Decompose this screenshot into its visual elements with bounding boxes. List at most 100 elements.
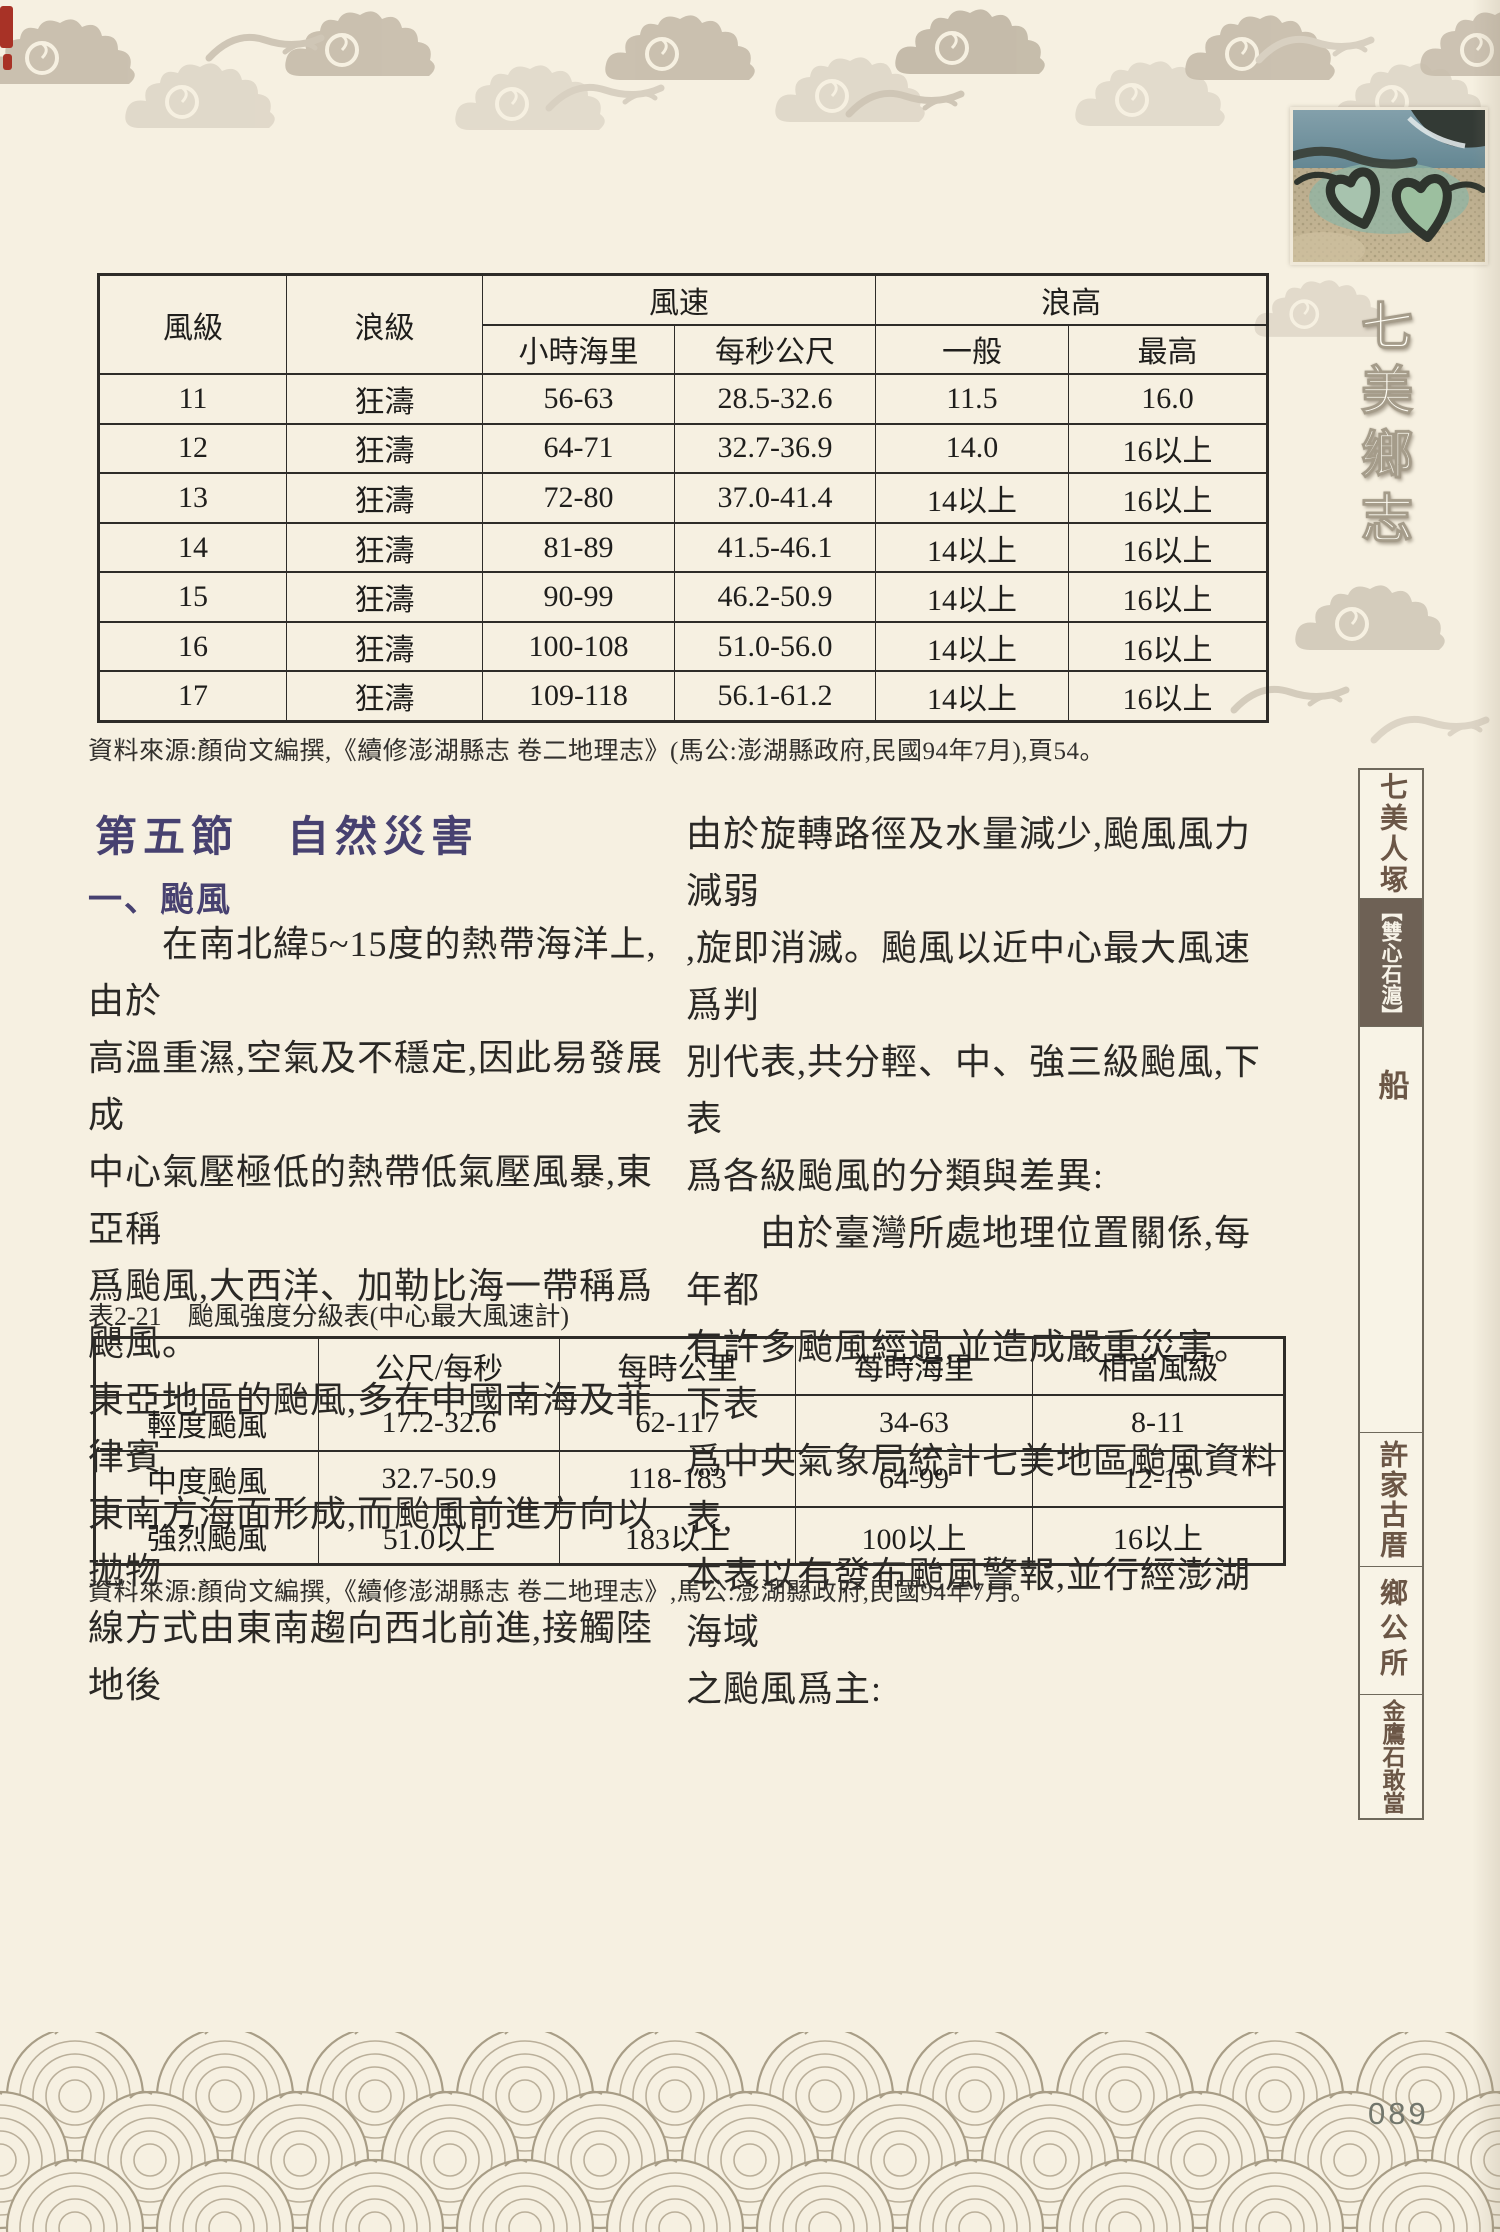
- cell: 14以上: [875, 521, 1069, 574]
- cell: 16以上: [1068, 521, 1268, 574]
- cloud-ornament-band: [0, 7, 1500, 132]
- book-title-char: 美: [1360, 361, 1413, 422]
- cell: 15: [98, 571, 287, 623]
- text-line: 爲各級颱風的分類與差異:: [686, 1156, 1105, 1196]
- cell: 16以上: [1032, 1506, 1285, 1566]
- page-number: 089: [1368, 2096, 1429, 2131]
- cell: 90-99: [482, 571, 675, 623]
- wave-ornament-band: [0, 2032, 1500, 2232]
- cell: 16以上: [1068, 422, 1268, 475]
- table-row: 輕度颱風 17.2-32.6 62-117 34-63 8-11: [94, 1393, 1285, 1452]
- cloud-motif: [1230, 583, 1500, 770]
- chapter-thumb-index: 七美人塚 【雙心石滬】 船 許家古厝 鄉公所 金鷹石敢當: [1358, 768, 1424, 1820]
- text-line: 高溫重濕,空氣及不穩定,因此易發展成: [88, 1038, 664, 1135]
- col-header-blank: [94, 1336, 319, 1396]
- cell: 狂濤: [286, 620, 483, 673]
- cell: 32.7-36.9: [674, 422, 876, 475]
- thumb-index-label: 七美人塚: [1376, 772, 1407, 896]
- text-line: 線方式由東南趨向西北前進,接觸陸地後: [88, 1608, 654, 1705]
- cell: 64-99: [795, 1449, 1033, 1509]
- cell: 56.1-61.2: [674, 670, 876, 723]
- book-title-char: 志: [1360, 489, 1413, 550]
- cell: 11.5: [875, 373, 1069, 425]
- cell: 狂濤: [286, 670, 483, 723]
- thumb-index-label: 許家古厝: [1376, 1439, 1407, 1560]
- table-row: 16 狂濤 100-108 51.0-56.0 14以上 16以上: [98, 620, 1268, 673]
- cell: 16: [98, 620, 287, 673]
- cell: 中度颱風: [94, 1449, 319, 1509]
- book-title-char: 鄉: [1360, 425, 1413, 486]
- cell: 狂濤: [286, 571, 483, 623]
- sub-header-max: 最高: [1068, 323, 1268, 376]
- cell: 64-71: [482, 422, 675, 475]
- cell: 46.2-50.9: [674, 571, 876, 623]
- cell: 14以上: [875, 670, 1069, 723]
- thumb-index-boat: 船: [1360, 1026, 1422, 1432]
- cell: 37.0-41.4: [674, 472, 876, 524]
- cell: 51.0-56.0: [674, 620, 876, 673]
- thumb-index-label: 船: [1373, 1069, 1409, 1100]
- cell: 強烈颱風: [94, 1506, 319, 1566]
- cell: 16以上: [1068, 670, 1268, 723]
- cell: 17.2-32.6: [318, 1393, 560, 1452]
- cell: 41.5-46.1: [674, 521, 876, 574]
- cell: 62-117: [559, 1393, 796, 1452]
- sub-header-knots: 小時海里: [482, 323, 675, 376]
- group-header-wind-speed: 風速: [482, 273, 876, 326]
- thumb-index-twin-hearts-weir-active: 【雙心石滬】: [1360, 898, 1422, 1026]
- col-header-beaufort: 相當風級: [1032, 1336, 1285, 1396]
- section-heading: 第五節 自然災害: [95, 813, 480, 860]
- cell: 32.7-50.9: [318, 1449, 560, 1509]
- cell: 輕度颱風: [94, 1393, 319, 1452]
- cell: 11: [98, 373, 287, 425]
- col-header-kmh: 每時公里: [559, 1336, 796, 1396]
- thumb-index-label: 金鷹石敢當: [1379, 1699, 1404, 1814]
- text-line: 之颱風爲主:: [686, 1669, 883, 1709]
- col-header-mps: 公尺/每秒: [318, 1336, 560, 1396]
- book-title-char: 七: [1360, 297, 1413, 358]
- cell: 14以上: [875, 620, 1069, 673]
- group-header-wave-height: 浪高: [875, 273, 1268, 326]
- thumb-index-qimei-tomb: 七美人塚: [1360, 770, 1422, 898]
- cell: 81-89: [482, 521, 675, 574]
- cell: 12: [98, 422, 287, 475]
- table-row: 17 狂濤 109-118 56.1-61.2 14以上 16以上: [98, 670, 1268, 723]
- cell: 狂濤: [286, 521, 483, 574]
- wind-wave-scale-table: 風級 浪級 風速 浪高 小時海里 每秒公尺 一般 最高 11 狂濤 56-63 28.…: [97, 273, 1269, 723]
- table-row: 15 狂濤 90-99 46.2-50.9 14以上 16以上: [98, 571, 1268, 623]
- red-ink-mark: [3, 54, 12, 70]
- cell: 14: [98, 521, 287, 574]
- thumb-index-golden-eagle-stone: 金鷹石敢當: [1360, 1694, 1422, 1818]
- cell: 13: [98, 472, 287, 524]
- cell: 狂濤: [286, 472, 483, 524]
- twin-hearts-stone-weir-photo: [1290, 107, 1488, 265]
- sub-header-normal: 一般: [875, 323, 1069, 376]
- text-line: ,旋即消滅。颱風以近中心最大風速爲判: [686, 928, 1252, 1025]
- thumb-index-label: 鄉公所: [1376, 1578, 1407, 1683]
- cell: 16以上: [1068, 472, 1268, 524]
- heart-shape-right: [1391, 174, 1452, 243]
- cell: 28.5-32.6: [674, 373, 876, 425]
- table-row: 14 狂濤 81-89 41.5-46.1 14以上 16以上: [98, 521, 1268, 574]
- book-title-calligraphy: 七 美 鄉 志: [1348, 297, 1426, 550]
- cell: 狂濤: [286, 373, 483, 425]
- text-line: 別代表,共分輕、中、強三級颱風,下表: [686, 1042, 1262, 1139]
- page-edge-shading: [1472, 0, 1500, 2232]
- subsection-heading: 一、颱風: [88, 881, 232, 919]
- cell: 56-63: [482, 373, 675, 425]
- typhoon-intensity-table: 公尺/每秒 每時公里 每時海里 相當風級 輕度颱風 17.2-32.6 62-117…: [93, 1336, 1286, 1566]
- red-ink-mark: [0, 6, 13, 48]
- cell: 8-11: [1032, 1393, 1285, 1452]
- cell: 16以上: [1068, 571, 1268, 623]
- col-header-wave-level: 浪級: [286, 273, 483, 376]
- cell: 16以上: [1068, 620, 1268, 673]
- text-line: 由於旋轉路徑及水量減少,颱風風力減弱: [686, 814, 1252, 911]
- cell: 14以上: [875, 571, 1069, 623]
- cell: 100-108: [482, 620, 675, 673]
- text-line: 由於臺灣所處地理位置關係,每年都: [686, 1213, 1252, 1310]
- table-row: 11 狂濤 56-63 28.5-32.6 11.5 16.0: [98, 373, 1268, 425]
- text-line: 在南北緯5~15度的熱帶海洋上,由於: [88, 924, 657, 1021]
- cell: 16.0: [1068, 373, 1268, 425]
- cell: 118-183: [559, 1449, 796, 1509]
- col-header-knots: 每時海里: [795, 1336, 1033, 1396]
